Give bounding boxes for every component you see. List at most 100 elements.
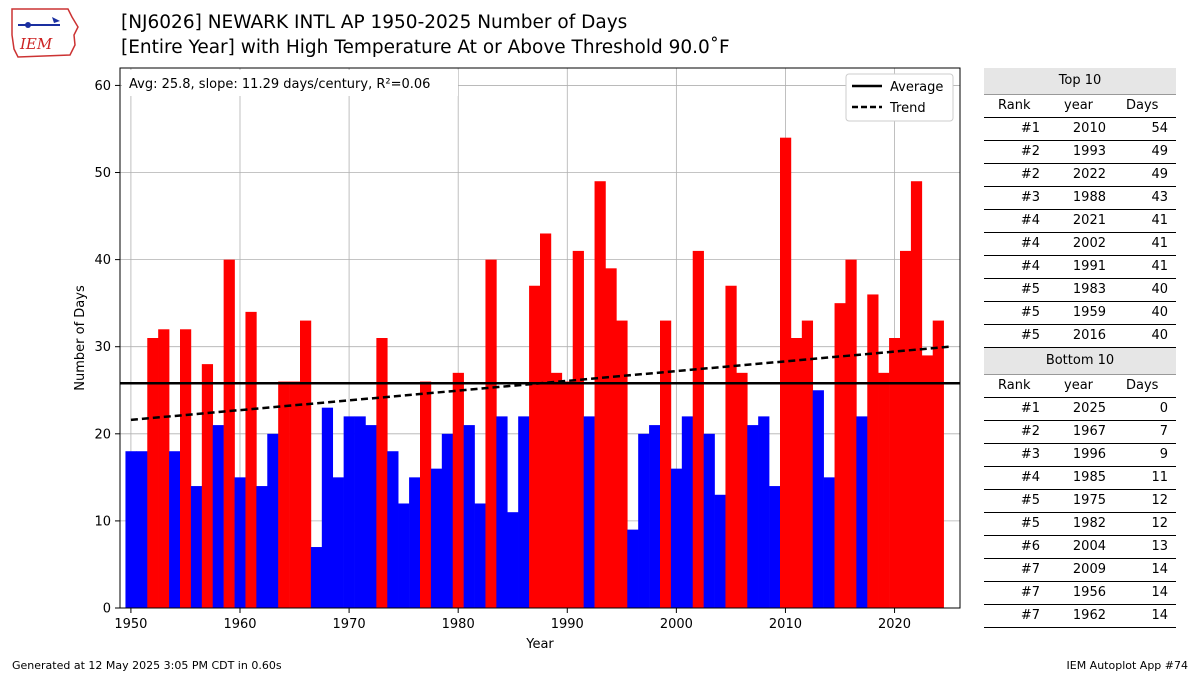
bar-2017 [856, 416, 868, 608]
bottom10-column-header: Rank year Days [984, 375, 1176, 398]
bar-2014 [823, 477, 835, 608]
table-row: #6 2004 13 [984, 536, 1176, 559]
table-row: #5 1983 40 [984, 279, 1176, 302]
cell-rank: #4 [1020, 259, 1040, 274]
bar-1959 [223, 259, 235, 608]
cell-year: 1993 [1072, 144, 1106, 159]
x-tick-label: 2000 [660, 617, 693, 632]
bar-1996 [627, 529, 639, 608]
bar-1997 [638, 433, 650, 608]
x-tick-label: 1970 [333, 617, 366, 632]
table-row: #5 2016 40 [984, 325, 1176, 348]
bar-2016 [845, 259, 857, 608]
bar-1979 [441, 433, 454, 608]
annotation-box [122, 70, 458, 96]
bar-1992 [583, 416, 595, 608]
cell-days: 41 [1151, 236, 1168, 251]
bar-1968 [321, 407, 334, 608]
trend-line [130, 345, 950, 422]
cell-year: 2021 [1072, 213, 1106, 228]
cell-rank: #7 [1020, 585, 1040, 600]
bar-2023 [921, 355, 934, 608]
table-row: #7 1956 14 [984, 582, 1176, 605]
cell-days: 14 [1151, 608, 1168, 623]
cell-rank: #5 [1020, 516, 1040, 531]
cell-days: 41 [1151, 259, 1168, 274]
y-tick-label: 60 [94, 79, 111, 94]
bar-2021 [900, 250, 912, 608]
col-year-header: year [1064, 378, 1094, 393]
logo-text: IEM [19, 35, 53, 53]
bar-1970 [343, 416, 355, 608]
cell-year: 1996 [1072, 447, 1106, 462]
bar-1955 [180, 329, 192, 608]
legend-trend-label: Trend [889, 101, 926, 116]
bar-1951 [136, 451, 148, 608]
bar-2020 [889, 338, 901, 608]
y-tick-label: 10 [94, 514, 111, 529]
legend: Average Trend [845, 73, 954, 122]
cell-days: 49 [1151, 144, 1168, 159]
y-tick-label: 40 [94, 253, 111, 268]
bar-2006 [736, 372, 748, 608]
table-row: #2 1993 49 [984, 141, 1176, 164]
cell-year: 2016 [1072, 328, 1106, 343]
bar-1994 [605, 268, 617, 608]
axes: 1950 1960 1970 1980 1990 2000 2010 2020 0 10 20 30 4… [94, 79, 911, 632]
bar-2015 [834, 303, 846, 608]
bar-1978 [430, 468, 443, 608]
bar-2022 [910, 181, 923, 608]
cell-rank: #1 [1020, 401, 1040, 416]
table-row: #7 1962 14 [984, 605, 1176, 628]
cell-days: 43 [1151, 190, 1168, 205]
bar-chart: 1950 1960 1970 1980 1990 2000 2010 2020 0 10 20 30 4… [73, 67, 961, 652]
cell-year: 2010 [1072, 121, 1106, 136]
x-tick-label: 1980 [442, 617, 475, 632]
bottom10-rows: #1 2025 0 #2 1967 7 #3 1996 9 #4 1985 11 #5 1975 12 #5 1… [984, 398, 1176, 628]
bar-1976 [409, 477, 421, 608]
bar-1953 [158, 329, 170, 608]
table-row: #5 1959 40 [984, 302, 1176, 325]
cell-days: 14 [1151, 585, 1168, 600]
bar-1995 [616, 320, 628, 608]
y-tick-label: 30 [94, 340, 111, 355]
top10-header: Top 10 [984, 68, 1176, 95]
cell-rank: #6 [1020, 539, 1040, 554]
bar-1974 [387, 451, 399, 608]
bar-2010 [780, 137, 792, 608]
bar-2011 [790, 338, 803, 608]
cell-year: 1982 [1072, 516, 1106, 531]
cell-year: 1985 [1072, 470, 1106, 485]
bar-1986 [518, 416, 530, 608]
cell-year: 1959 [1072, 305, 1106, 320]
bar-1991 [572, 250, 584, 608]
bar-1957 [201, 364, 214, 608]
table-row: #7 2009 14 [984, 559, 1176, 582]
bar-1960 [234, 477, 246, 608]
cell-days: 9 [1159, 447, 1168, 462]
cell-days: 12 [1151, 516, 1168, 531]
table-row: #5 1975 12 [984, 490, 1176, 513]
cell-days: 7 [1159, 424, 1168, 439]
bar-1993 [594, 181, 606, 608]
bar-2013 [812, 390, 824, 608]
bar-2012 [801, 320, 814, 608]
x-axis-label: Year [525, 637, 554, 652]
cell-year: 1983 [1072, 282, 1106, 297]
y-tick-label: 20 [94, 427, 111, 442]
x-tick-label: 1990 [551, 617, 584, 632]
bar-1983 [485, 259, 497, 608]
cell-rank: #5 [1020, 493, 1040, 508]
cell-year: 2002 [1072, 236, 1106, 251]
bar-1958 [212, 425, 224, 608]
cell-year: 2004 [1072, 539, 1106, 554]
table-row: #3 1996 9 [984, 444, 1176, 467]
bar-1999 [660, 320, 672, 608]
table-row: #1 2025 0 [984, 398, 1176, 421]
bar-2000 [670, 468, 683, 608]
table-row: #2 1967 7 [984, 421, 1176, 444]
bar-1967 [310, 547, 323, 608]
bar-2002 [692, 250, 704, 608]
top10-column-header: Rank year Days [984, 95, 1176, 118]
x-tick-label: 2020 [878, 617, 911, 632]
